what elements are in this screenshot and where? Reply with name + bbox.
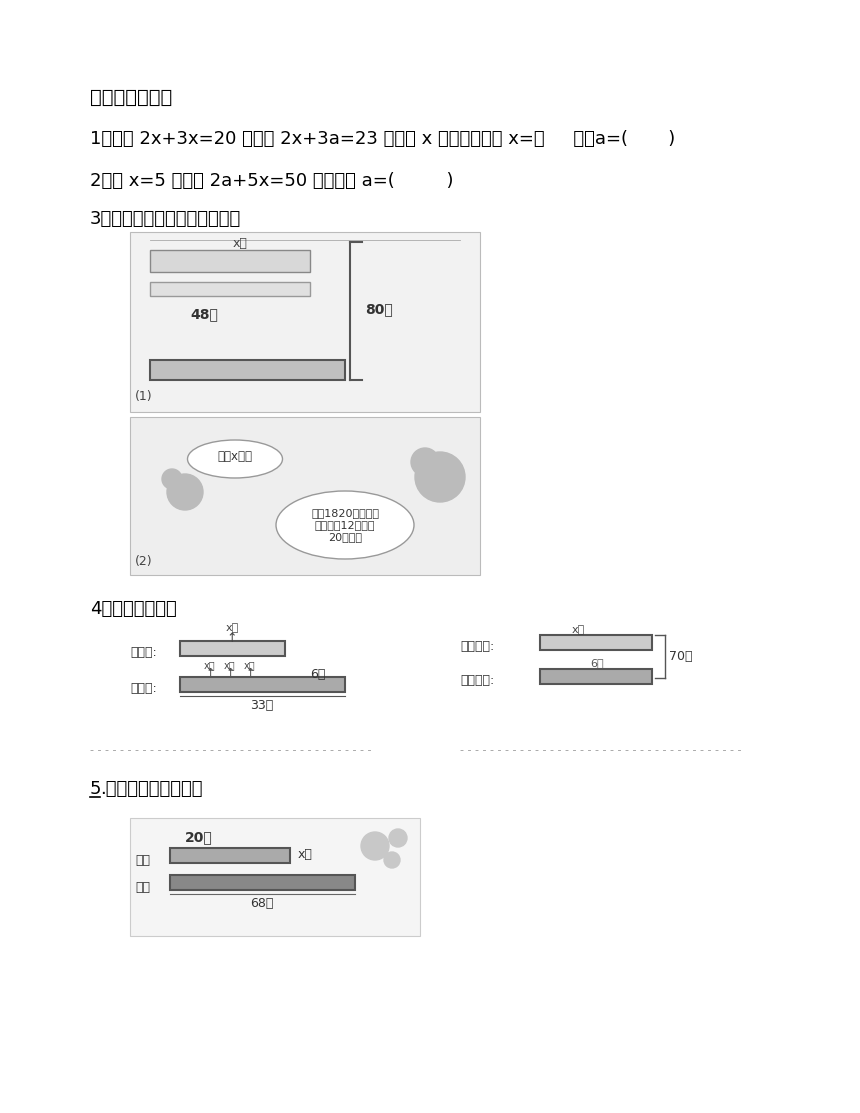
Text: 鸭：: 鸭： <box>135 881 150 894</box>
Text: .看图列方程并解答。: .看图列方程并解答。 <box>100 780 202 798</box>
Text: 48人: 48人 <box>190 307 218 321</box>
Circle shape <box>389 829 407 847</box>
Text: - - - - - - - - - - - - - - - - - - - - - - - - - - - - - - - - - - - - - -: - - - - - - - - - - - - - - - - - - - - … <box>90 745 375 755</box>
Bar <box>170 875 355 890</box>
Bar <box>540 636 652 650</box>
Text: 70岁: 70岁 <box>669 650 692 663</box>
Text: 80人: 80人 <box>365 302 393 316</box>
Bar <box>150 250 310 272</box>
Text: (2): (2) <box>135 555 152 568</box>
Bar <box>540 669 652 684</box>
Text: 我重x千克: 我重x千克 <box>218 450 253 463</box>
Bar <box>170 848 290 863</box>
Bar <box>130 417 480 575</box>
Text: 爸爸年龄:: 爸爸年龄: <box>460 674 494 687</box>
Text: 鸡：: 鸡： <box>135 854 150 867</box>
Text: 68只: 68只 <box>250 897 273 910</box>
Text: 6岁: 6岁 <box>590 658 604 668</box>
Text: x只: x只 <box>298 848 313 861</box>
Text: x个: x个 <box>224 660 236 670</box>
Circle shape <box>167 474 203 510</box>
Bar <box>130 818 420 936</box>
Text: ↑: ↑ <box>245 668 255 678</box>
Circle shape <box>361 833 389 860</box>
Bar <box>150 282 310 296</box>
Text: 33个: 33个 <box>250 699 273 712</box>
Text: 2、若 x=5 是方程 2a+5x=50 的解，则 a=(         ): 2、若 x=5 是方程 2a+5x=50 的解，则 a=( ) <box>90 173 453 190</box>
Circle shape <box>411 449 439 476</box>
Text: (1): (1) <box>135 390 152 403</box>
Circle shape <box>162 469 182 489</box>
Text: x个: x个 <box>244 660 255 670</box>
Bar <box>180 677 345 692</box>
Text: ↑: ↑ <box>225 668 235 678</box>
Text: 我重1820千克，比: 我重1820千克，比 <box>311 508 379 518</box>
Text: 20千克。: 20千克。 <box>328 532 362 542</box>
Text: 1、方程 2x+3x=20 与方程 2x+3a=23 求得的 x 的值相等。则 x=（     ）；a=(       ): 1、方程 2x+3x=20 与方程 2x+3a=23 求得的 x 的值相等。则 … <box>90 130 675 148</box>
Text: x岁: x岁 <box>571 626 585 636</box>
Text: x个: x个 <box>225 623 238 633</box>
Text: 苹果数:: 苹果数: <box>130 682 157 695</box>
Text: 考点四：解方程: 考点四：解方程 <box>90 88 172 107</box>
Circle shape <box>384 851 400 868</box>
Text: 4、看图列方程。: 4、看图列方程。 <box>90 600 177 618</box>
Text: 3、列方程，并求出方程的解。: 3、列方程，并求出方程的解。 <box>90 210 242 228</box>
Bar <box>150 359 345 380</box>
Text: ↑: ↑ <box>227 632 237 646</box>
Text: 你体重的12倍还多: 你体重的12倍还多 <box>315 520 375 530</box>
Text: 妈妈年龄:: 妈妈年龄: <box>460 640 494 653</box>
Text: ↑: ↑ <box>206 668 215 678</box>
Text: x个: x个 <box>204 660 216 670</box>
Text: 6个: 6个 <box>310 668 325 681</box>
Text: 20只: 20只 <box>185 830 212 844</box>
Text: x人: x人 <box>232 237 248 250</box>
Ellipse shape <box>187 440 282 477</box>
Bar <box>130 232 480 412</box>
Ellipse shape <box>276 491 414 559</box>
Text: 橘子数:: 橘子数: <box>130 646 157 659</box>
Text: - - - - - - - - - - - - - - - - - - - - - - - - - - - - - - - - - - - - - -: - - - - - - - - - - - - - - - - - - - - … <box>460 745 745 755</box>
Text: 5: 5 <box>90 780 101 798</box>
Bar <box>180 641 285 656</box>
Circle shape <box>415 452 465 502</box>
